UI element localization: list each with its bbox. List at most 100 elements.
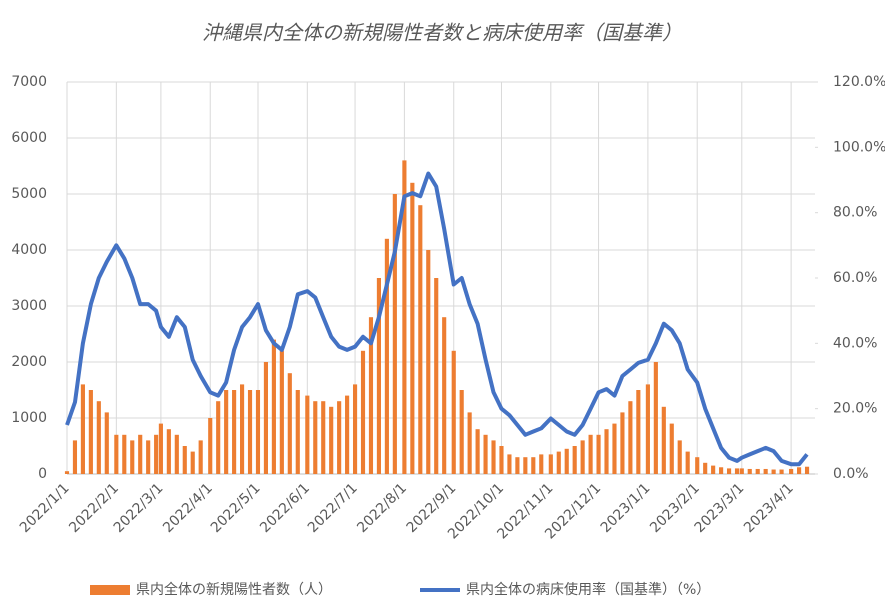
bar	[190, 451, 195, 474]
bar	[208, 418, 213, 474]
bar	[402, 160, 407, 474]
bar	[114, 434, 119, 474]
bar	[313, 401, 318, 474]
bar	[239, 384, 245, 474]
bar	[604, 429, 609, 474]
x-tick-label: 2022/6/1	[257, 480, 313, 536]
bar	[410, 182, 415, 475]
bar	[523, 457, 528, 474]
bar	[685, 451, 690, 474]
y2-tick-label: 100.0%	[833, 139, 885, 155]
y-tick-label: 6000	[11, 130, 47, 146]
bar	[620, 412, 625, 474]
bar	[198, 440, 203, 474]
bar	[384, 238, 389, 474]
bar	[345, 395, 350, 474]
bar	[677, 440, 682, 474]
bar	[459, 390, 464, 474]
bar	[287, 373, 292, 474]
y-tick-label: 0	[38, 466, 47, 482]
bar	[72, 440, 78, 474]
bar	[483, 434, 488, 474]
bar	[418, 205, 423, 474]
bar	[539, 454, 544, 474]
bar	[515, 457, 520, 474]
bar	[789, 468, 794, 474]
y-tick-label: 5000	[11, 186, 47, 202]
bar	[719, 467, 724, 474]
bar	[130, 440, 135, 474]
bar	[434, 278, 439, 474]
bar	[596, 434, 601, 474]
bar	[263, 362, 269, 474]
bar	[580, 440, 585, 474]
line	[65, 171, 809, 467]
bar	[426, 250, 431, 474]
bar	[305, 395, 310, 474]
bar	[669, 423, 674, 474]
x-tick-label: 2023/4/1	[741, 480, 797, 536]
bar	[337, 401, 342, 474]
bar	[376, 278, 382, 474]
legend-label: 県内全体の病床使用率（国基準）（%）	[466, 581, 710, 598]
bar	[653, 362, 658, 474]
x-tick-label: 2023/3/1	[692, 480, 748, 536]
bar	[779, 469, 784, 474]
bar	[451, 350, 456, 474]
x-tick-label: 2022/4/1	[160, 480, 216, 536]
bar	[80, 384, 85, 474]
x-tick-label: 2023/1/1	[598, 480, 654, 536]
y2-tick-label: 80.0%	[833, 205, 877, 221]
x-tick-label: 2022/8/1	[354, 480, 410, 536]
bar	[747, 468, 752, 474]
bar	[763, 468, 768, 474]
bar	[271, 339, 276, 474]
bar	[138, 434, 143, 474]
bar	[392, 194, 397, 474]
bar	[352, 384, 358, 474]
bar	[797, 467, 802, 474]
bar	[104, 412, 109, 474]
bar	[166, 429, 171, 474]
y-tick-label: 4000	[11, 242, 47, 258]
bar	[295, 390, 300, 474]
bar	[703, 462, 708, 474]
bar	[711, 465, 716, 474]
bar	[755, 468, 760, 474]
x-tick-label: 2022/3/1	[111, 480, 167, 536]
bar	[734, 468, 740, 474]
bar	[146, 440, 151, 474]
y2-tick-label: 40.0%	[833, 335, 877, 351]
bar	[255, 390, 261, 474]
y2-tick-label: 20.0%	[833, 401, 877, 417]
bar	[475, 429, 480, 474]
bar	[64, 471, 70, 474]
bar	[771, 469, 776, 474]
bar	[467, 412, 472, 474]
bar	[564, 448, 569, 474]
bar	[661, 406, 666, 474]
bar	[154, 434, 159, 474]
y2-tick-label: 60.0%	[833, 270, 877, 286]
bar	[548, 454, 553, 474]
bar	[216, 401, 221, 474]
legend-label: 県内全体の新規陽性者数（人）	[136, 581, 332, 598]
bar	[588, 434, 593, 474]
bar	[174, 434, 179, 474]
bar	[158, 423, 163, 474]
bar	[360, 350, 366, 474]
bar	[224, 390, 229, 474]
y2-tick-label: 0.0%	[833, 466, 869, 482]
x-tick-label: 2022/7/1	[305, 480, 361, 536]
y2-tick-label: 120.0%	[833, 74, 885, 90]
y-tick-label: 3000	[11, 298, 47, 314]
y-tick-label: 2000	[11, 354, 47, 370]
chart-title: 沖縄県内全体の新規陽性者数と病床使用率（国基準）	[202, 21, 682, 45]
bar	[612, 423, 617, 474]
bar	[804, 466, 810, 474]
bar	[499, 446, 504, 474]
bar	[726, 468, 732, 474]
x-tick-label: 2022/1/1	[17, 480, 73, 536]
